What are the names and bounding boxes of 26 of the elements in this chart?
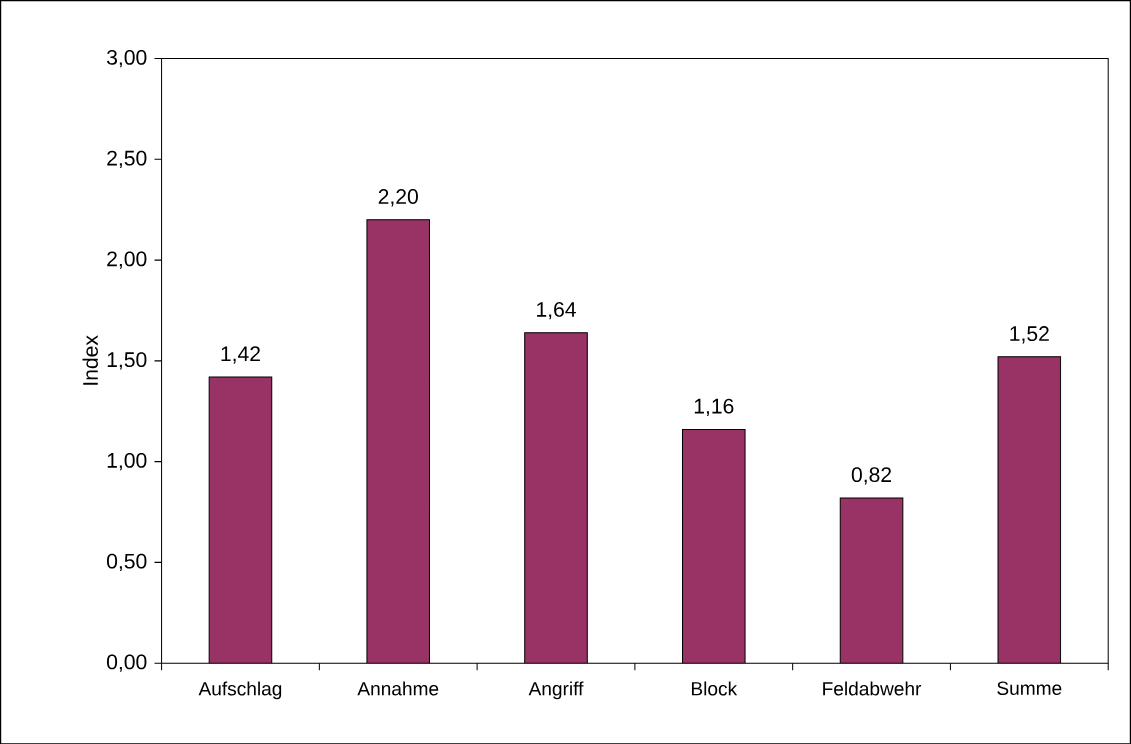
y-tick-label: 1,00 xyxy=(107,452,147,471)
y-tick-label: 0,50 xyxy=(107,553,147,571)
bar xyxy=(366,219,431,663)
y-tick-label: 1,50 xyxy=(107,351,147,370)
bar xyxy=(208,376,273,663)
bar xyxy=(524,331,588,663)
x-tick-label: Feldabwehr xyxy=(823,681,922,696)
x-tick-label: Block xyxy=(691,681,738,696)
data-label: 1,42 xyxy=(221,346,260,364)
data-label: 2,20 xyxy=(378,188,418,207)
bar xyxy=(681,428,746,663)
x-tick-label: Annahme xyxy=(357,681,439,696)
data-label: 1,64 xyxy=(537,301,576,320)
y-tick-label: 0,00 xyxy=(107,654,147,672)
bar xyxy=(839,497,904,663)
y-tick-label: 2,50 xyxy=(107,150,147,168)
data-label: 1,16 xyxy=(694,398,734,416)
x-tick-label: Summe xyxy=(997,681,1062,695)
x-tick-label: Aufschlag xyxy=(198,681,282,700)
y-axis-title: Index xyxy=(82,335,98,385)
y-tick-label: 2,00 xyxy=(107,251,147,269)
data-label: 1,52 xyxy=(1010,325,1049,344)
y-tick-label: 3,00 xyxy=(106,49,147,68)
bar xyxy=(997,356,1062,663)
x-tick-label: Angriff xyxy=(528,681,584,700)
data-label: 0,82 xyxy=(851,466,892,485)
